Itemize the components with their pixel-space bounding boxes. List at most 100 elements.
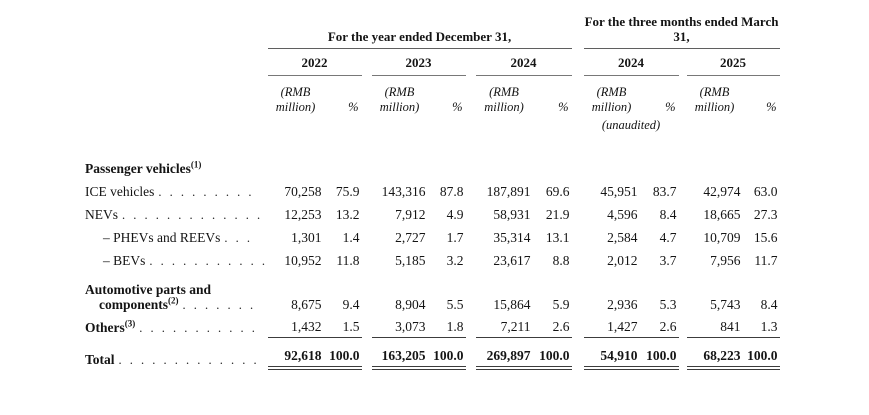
table-row-total: Total. . . . . . . . . . . . . 92,618 10… [85,338,780,370]
spacer-row [85,132,780,156]
year-header-2024: 2024 [475,48,572,76]
row-label: – PHEVs and REEVs [103,230,221,246]
dot-leader: . . . . . . . . . [158,185,254,200]
table-row-phevs-reevs: – PHEVs and REEVs. . . 1,301 1.4 2,727 1… [85,225,780,248]
row-label: – BEVs [103,253,146,269]
cell-value: 63.0 [753,184,778,200]
footnote-marker: (3) [124,318,136,329]
row-label: Passenger vehicles [85,161,191,177]
unaudited-note: (unaudited) [601,117,661,132]
table-row-ice-vehicles: ICE vehicles. . . . . . . . . 70,258 75.… [85,179,780,202]
cell-value: 83.7 [652,184,677,200]
cell-value: 4,596 [607,207,638,223]
cell-value: 1.7 [446,230,464,246]
cell-value: 2,584 [607,230,638,246]
cell-value: 8,904 [395,297,426,313]
financial-table: For the year ended December 31, For the … [85,6,780,370]
cell-value: 5.3 [659,297,677,313]
unit-label: (RMB million) [591,85,632,114]
row-label: NEVs [85,207,118,223]
table-row-bevs: – BEVs. . . . . . . . . . . 10,952 11.8 … [85,248,780,271]
cell-value: 75.9 [335,184,360,200]
table-row-others: Others(3). . . . . . . . . . . 1,432 1.5… [85,315,780,338]
unit-label: (RMB million) [484,85,524,114]
row-label: Total [85,352,115,367]
cell-value: 12,253 [284,207,322,223]
cell-value: 92,618 [267,348,324,370]
dot-leader: . . . . . . . . . . . [139,321,258,336]
cell-value: 3,073 [371,319,428,338]
footnote-marker: (1) [190,159,202,170]
unaudited-row: (unaudited) [85,115,780,132]
cell-value: 163,205 [371,348,428,370]
dot-leader: . . . . . . . . . . . [149,254,268,269]
cell-value: 11.8 [336,253,360,269]
cell-value: 54,910 [583,348,640,370]
cell-value: 1.5 [323,319,362,338]
cell-value: 7,211 [475,319,533,338]
cell-value: 7,956 [710,253,741,269]
cell-value: 1.8 [427,319,466,338]
percent-label: % [452,99,463,114]
cell-value: 8.4 [659,207,677,223]
cell-value: 8.8 [552,253,570,269]
year-header-row: 2022 2023 2024 2024 2025 [85,48,780,76]
dot-leader: . . . . . . . [182,298,256,313]
cell-value: 187,891 [486,184,531,200]
cell-value: 9.4 [342,297,360,313]
cell-value: 10,709 [703,230,741,246]
table-row-nevs: NEVs . . . . . . . . . . . . . 12,253 13.… [85,202,780,225]
percent-label: % [665,99,676,114]
cell-value: 70,258 [284,184,322,200]
percent-label: % [348,99,359,114]
cell-value: 5,185 [395,253,426,269]
table-row-passenger-vehicles: Passenger vehicles(1) [85,156,780,179]
cell-value: 100.0 [323,348,362,370]
year-header-2023: 2023 [371,48,466,76]
cell-value: 1.3 [742,319,780,338]
unit-label: (RMB million) [379,85,420,114]
cell-value: 23,617 [493,253,531,269]
dot-leader: . . . [224,231,253,246]
cell-value: 87.8 [439,184,464,200]
cell-value: 2,012 [607,253,638,269]
cell-value: 42,974 [703,184,741,200]
unit-label: (RMB million) [275,85,316,114]
col-group-year-ended: For the year ended December 31, [267,6,572,49]
cell-value: 15,864 [493,297,531,313]
unit-label: (RMB million) [694,85,735,114]
year-header-q1-2024: 2024 [583,48,679,76]
cell-value: 27.3 [753,207,778,223]
dot-leader: . . . . . . . . . . . . . [118,353,260,367]
cell-value: 1,301 [291,230,322,246]
cell-value: 1,427 [583,319,640,338]
cell-value: 21.9 [545,207,570,223]
cell-value: 68,223 [686,348,743,370]
cell-value: 100.0 [427,348,466,370]
cell-value: 1.4 [342,230,360,246]
year-header-q1-2025: 2025 [686,48,780,76]
row-label-line1: Automotive parts and [85,281,212,297]
cell-value: 5.5 [446,297,464,313]
cell-value: 100.0 [639,348,679,370]
cell-value: 2.6 [532,319,572,338]
cell-value: 2,936 [607,297,638,313]
cell-value: 269,897 [475,348,533,370]
cell-value: 2,727 [395,230,426,246]
percent-label: % [766,99,777,114]
cell-value: 35,314 [493,230,531,246]
dot-leader: . . . . . . . . . . . . . [122,208,263,223]
footnote-marker: (2) [168,295,179,306]
cell-value: 8.4 [760,297,778,313]
cell-value: 13.1 [545,230,570,246]
cell-value: 69.6 [545,184,570,200]
percent-label: % [558,99,569,114]
row-label: ICE vehicles [85,184,155,200]
cell-value: 7,912 [395,207,426,223]
cell-value: 4.7 [659,230,677,246]
col-group-three-months: For the three months ended March 31, [583,6,780,49]
col-group-header-row: For the year ended December 31, For the … [85,6,780,49]
table-row-automotive-parts: Automotive parts and components(2). . . … [85,271,780,315]
cell-value: 15.6 [753,230,778,246]
spacer-cell [85,6,268,48]
